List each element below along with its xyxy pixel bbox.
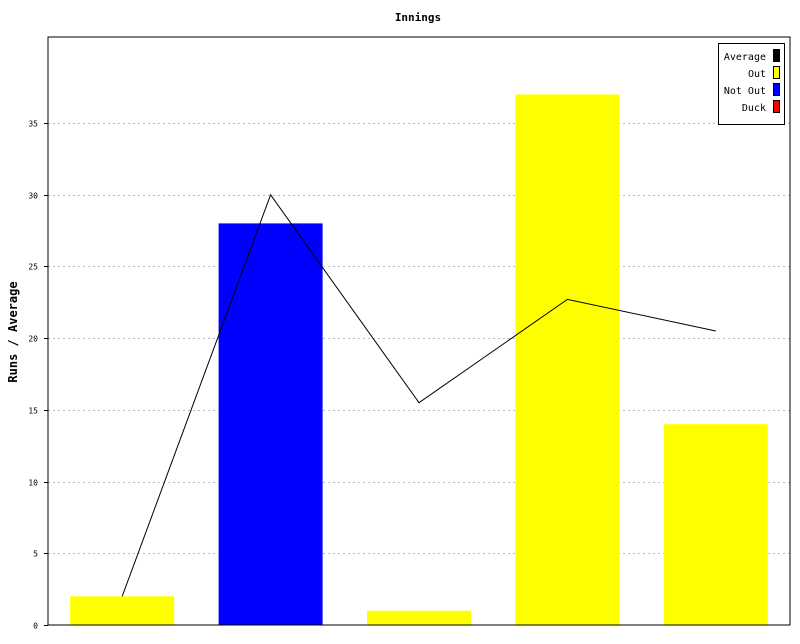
- chart-title: Innings: [395, 11, 441, 24]
- bar: [367, 610, 471, 625]
- grid: [48, 123, 790, 554]
- average-line-layer: [121, 193, 716, 597]
- y-tick-label: 0: [33, 622, 38, 631]
- legend-label: Duck: [742, 103, 766, 114]
- y-tick-label: 35: [28, 120, 38, 129]
- legend-swatch: [773, 83, 780, 96]
- y-tick-label: 5: [33, 550, 38, 559]
- axes: 0 5 10 15 20 25 30 35: [28, 36, 791, 631]
- y-tick-label: 15: [28, 407, 38, 416]
- legend-swatch: [773, 49, 780, 62]
- legend: Average Out Not Out Duck: [718, 43, 785, 125]
- y-tick-label: 10: [28, 479, 38, 488]
- legend-swatch: [773, 66, 780, 79]
- average-line: [121, 193, 716, 597]
- y-tick-label: 25: [28, 263, 38, 272]
- plot-frame: [47, 36, 791, 626]
- y-axis-label: Runs / Average: [6, 281, 20, 382]
- y-tick-label: 30: [28, 192, 38, 201]
- legend-label: Average: [724, 52, 766, 63]
- bar: [515, 94, 620, 625]
- bar: [218, 223, 323, 625]
- legend-label: Out: [748, 69, 766, 80]
- legend-swatch: [773, 100, 780, 113]
- bar: [663, 424, 768, 625]
- legend-label: Not Out: [724, 86, 766, 97]
- y-tick-label: 20: [28, 335, 38, 344]
- bar: [70, 596, 175, 625]
- bars: [70, 94, 768, 625]
